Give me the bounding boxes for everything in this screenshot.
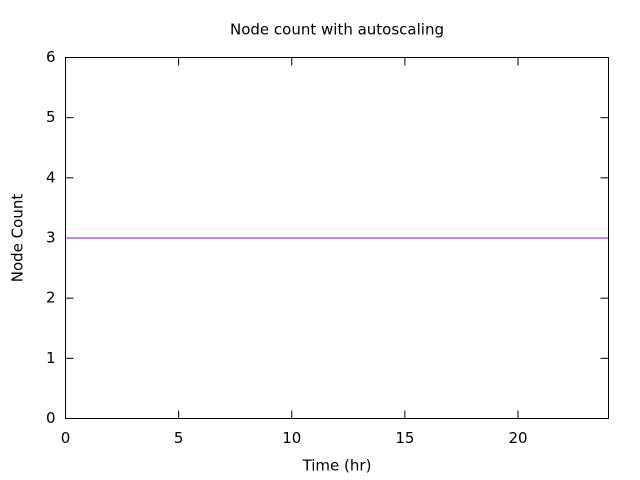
y-tick-label: 0 (46, 409, 56, 427)
y-tick-label: 6 (46, 48, 56, 66)
x-axis-label: Time (hr) (302, 457, 372, 475)
x-tick-label: 5 (174, 429, 184, 447)
y-tick-label: 3 (46, 229, 56, 247)
y-axis-label: Node Count (9, 194, 27, 283)
x-tick-label: 0 (61, 429, 71, 447)
y-tick-label: 2 (46, 289, 56, 307)
x-tick-label: 20 (508, 429, 527, 447)
y-tick-label: 4 (46, 168, 56, 186)
chart-title: Node count with autoscaling (230, 21, 444, 39)
y-tick-label: 5 (46, 108, 56, 126)
y-tick-label: 1 (46, 349, 56, 367)
x-tick-label: 10 (282, 429, 301, 447)
x-tick-label: 15 (395, 429, 414, 447)
